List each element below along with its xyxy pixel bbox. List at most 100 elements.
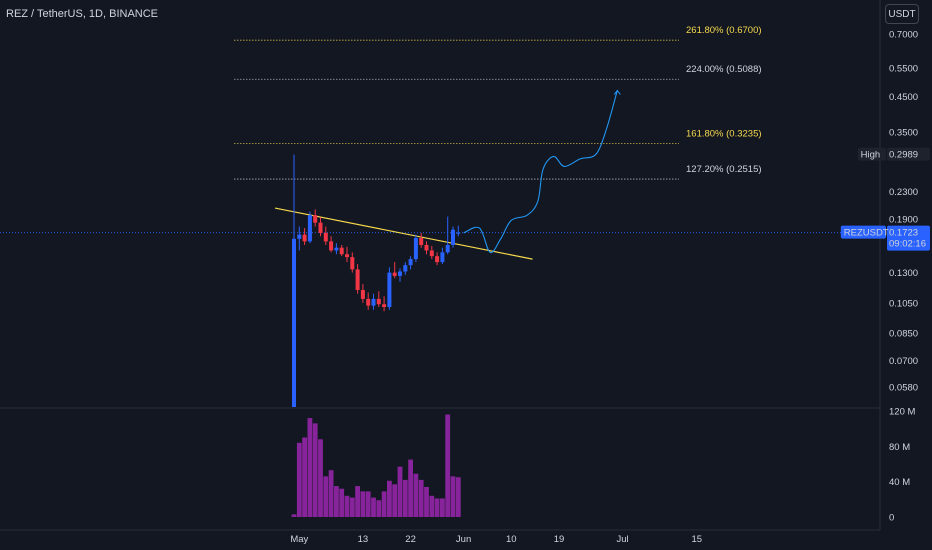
- time-tick-label: Jul: [617, 534, 629, 545]
- chart-title: REZ / TetherUS, 1D, BINANCE: [6, 8, 159, 20]
- candle-body: [297, 234, 302, 239]
- volume-bar: [402, 479, 408, 517]
- candle-body: [408, 259, 413, 266]
- volume-bar: [381, 491, 387, 517]
- high-price-tag-value: 0.2989: [889, 150, 918, 161]
- candle-body: [302, 234, 307, 242]
- volume-bar: [418, 479, 424, 517]
- volume-bar: [360, 491, 366, 517]
- candle-body: [334, 247, 339, 251]
- time-tick-label: May: [290, 534, 308, 545]
- volume-bar: [312, 423, 318, 517]
- time-tick-label: 19: [554, 534, 565, 545]
- volume-bar: [365, 491, 371, 517]
- candle-body: [387, 272, 392, 307]
- current-price-tag-label: REZUSDT: [844, 228, 889, 239]
- fib-level-label: 224.00% (0.5088): [686, 64, 762, 75]
- candle-body: [313, 215, 318, 223]
- volume-bar: [291, 514, 297, 517]
- candle-body: [403, 265, 408, 272]
- volume-bar: [387, 480, 392, 517]
- candle-body: [371, 298, 376, 306]
- volume-bar: [355, 486, 360, 517]
- volume-bar: [424, 486, 429, 517]
- time-tick-label: Jun: [456, 534, 471, 545]
- price-tick-label: 0.1050: [889, 298, 918, 309]
- time-tick-label: 13: [358, 534, 369, 545]
- price-tick-label: 0.5500: [889, 64, 918, 75]
- time-tick-label: 10: [506, 534, 517, 545]
- time-tick-label: 15: [692, 534, 703, 545]
- volume-tick-label: 120 M: [889, 407, 915, 418]
- volume-bar: [408, 459, 413, 517]
- volume-bar: [434, 498, 440, 517]
- volume-tick-label: 40 M: [889, 477, 910, 488]
- high-price-tag-bg: [887, 147, 930, 161]
- candle-body: [376, 298, 381, 305]
- volume-bar: [397, 466, 403, 517]
- fib-level-label: 127.20% (0.2515): [686, 164, 762, 175]
- current-price-tag-value: 0.1723: [889, 228, 918, 239]
- current-price-tag-label-bg: [840, 225, 886, 239]
- volume-bar: [392, 484, 398, 517]
- candle-body: [424, 244, 429, 251]
- current-price-tag-bg: [887, 225, 930, 251]
- volume-bar: [318, 439, 323, 517]
- candle-body: [392, 272, 397, 276]
- candle-body: [413, 237, 418, 260]
- candle-body: [366, 298, 371, 306]
- candle-body: [323, 232, 328, 242]
- price-tick-label: 0.7000: [889, 30, 918, 41]
- candle-body: [360, 289, 365, 299]
- fib-level-label: 161.80% (0.3235): [686, 128, 762, 139]
- volume-bar: [349, 497, 355, 517]
- candle-body: [382, 304, 387, 307]
- currency-button[interactable]: USDT: [885, 4, 919, 24]
- volume-bar: [376, 500, 382, 517]
- candle-body: [355, 269, 360, 290]
- volume-bar: [429, 495, 435, 517]
- candle-body: [435, 256, 440, 263]
- candle-body: [345, 254, 349, 258]
- candle-body: [329, 241, 334, 251]
- volume-bar: [450, 476, 456, 517]
- candle-body: [440, 252, 445, 263]
- volume-bar: [445, 414, 451, 517]
- candle-body: [451, 229, 455, 245]
- volume-bar: [323, 476, 329, 517]
- volume-tick-label: 80 M: [889, 442, 910, 453]
- candle-body: [398, 271, 402, 276]
- projection-path: [463, 90, 618, 254]
- price-tick-label: 0.3500: [889, 128, 918, 139]
- candle-body: [339, 247, 344, 255]
- price-tick-label: 0.1900: [889, 214, 918, 225]
- candle-body: [419, 237, 424, 245]
- candle-body: [350, 257, 355, 270]
- price-tick-label: 0.1300: [889, 268, 918, 279]
- candle-body: [318, 222, 323, 233]
- high-price-tag-label: High: [861, 150, 881, 161]
- volume-bar: [440, 498, 445, 517]
- volume-bar: [328, 470, 334, 517]
- volume-bar: [371, 497, 376, 517]
- projection-arrowhead: [613, 89, 621, 95]
- volume-bar: [455, 477, 461, 517]
- high-price-tag-label-bg: [857, 147, 886, 161]
- time-tick-label: 22: [405, 534, 416, 545]
- candle-body: [445, 244, 450, 253]
- price-tick-label: 0.2300: [889, 187, 918, 198]
- volume-bar: [334, 486, 339, 517]
- volume-bar: [296, 442, 302, 517]
- price-tick-label: 0.4500: [889, 92, 918, 103]
- high-price-tag: 0.2989 High: [857, 147, 930, 161]
- candle-body: [429, 250, 434, 257]
- candle-body: [292, 238, 296, 407]
- volume-bar: [302, 437, 307, 517]
- candle-body: [307, 215, 312, 242]
- fib-level-label: 261.80% (0.6700): [686, 25, 762, 36]
- candle-body: [456, 232, 461, 234]
- price-tick-label: 0.0850: [889, 328, 918, 339]
- price-tick-label: 0.0580: [889, 383, 918, 394]
